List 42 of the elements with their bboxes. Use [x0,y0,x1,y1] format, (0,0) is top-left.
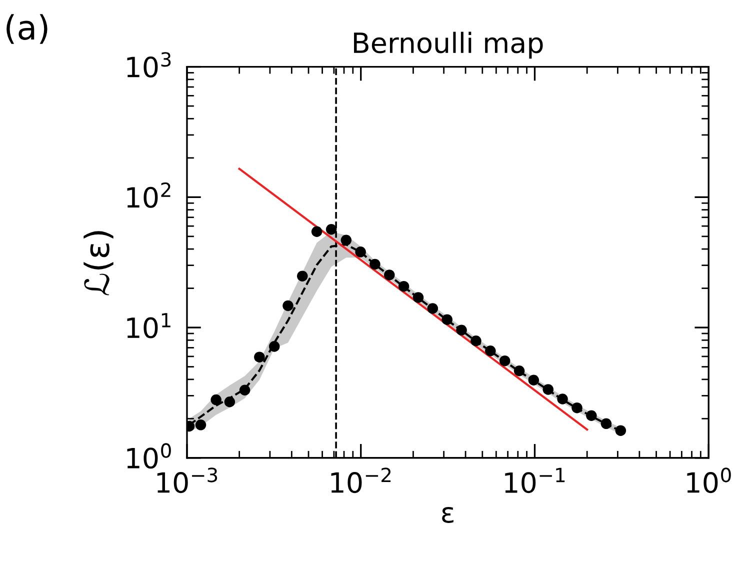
point [586,410,597,421]
x-axis-title: ε [442,506,454,523]
point [282,300,294,312]
point [297,270,308,282]
y-axis-title: ℒ(ε) [84,231,114,296]
point [600,418,612,430]
point [326,224,337,235]
point [224,396,236,408]
point [456,324,467,336]
x-tick-label: 10$^{−2}$ [331,468,391,494]
point [427,303,438,314]
point [572,402,582,414]
point [355,246,366,258]
point [615,425,626,436]
point [268,341,280,352]
point [384,270,395,280]
point [370,258,380,270]
y-tick-label: 10$^{1}$ [127,313,170,338]
point [557,394,568,404]
point [210,394,222,406]
point [528,374,540,386]
point [239,384,250,396]
point [254,352,265,362]
point [514,366,525,376]
point [542,384,554,395]
point [499,355,510,366]
point [398,280,410,292]
point [470,335,482,346]
x-tick-label: 10$^{0}$ [687,468,731,494]
x-tick-label: 10$^{−1}$ [505,468,565,494]
point [340,234,352,246]
chart-title: Bernoulli map [354,32,543,59]
point [485,346,496,356]
y-tick-label: 10$^{3}$ [127,52,171,78]
point [442,314,452,325]
y-tick-label: 10$^{2}$ [127,182,170,208]
text: (a) [6,14,48,44]
x-tick-label: 10$^{−3}$ [157,468,218,494]
point [412,292,424,303]
point [195,420,206,430]
y-tick-label: 10$^{0}$ [127,443,171,469]
point [311,226,322,238]
